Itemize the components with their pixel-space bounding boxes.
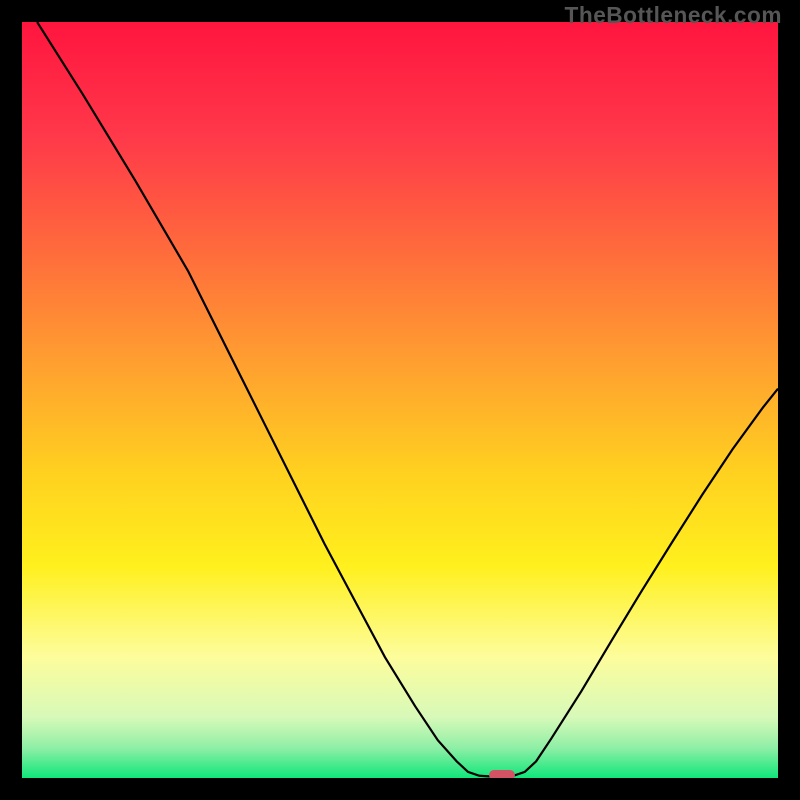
optimum-marker (489, 770, 515, 778)
chart-canvas: TheBottleneck.com (0, 0, 800, 800)
watermark-text: TheBottleneck.com (565, 2, 782, 29)
gradient-background (22, 22, 778, 778)
plot-area (22, 22, 778, 778)
